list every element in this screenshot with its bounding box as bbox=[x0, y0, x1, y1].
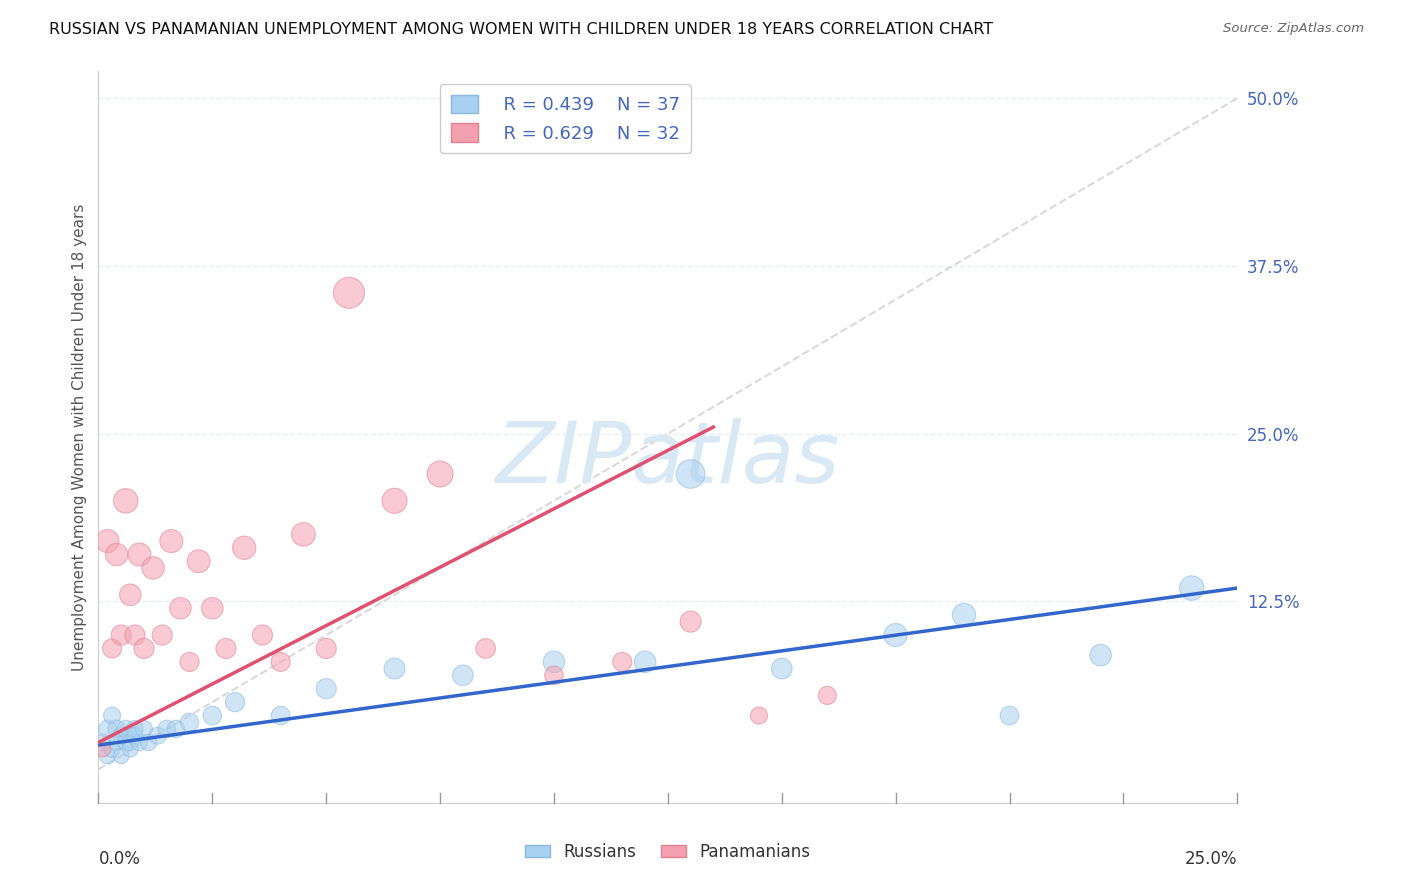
Point bbox=[101, 708, 124, 723]
Point bbox=[101, 641, 124, 656]
Point bbox=[156, 722, 179, 736]
Point bbox=[114, 722, 136, 736]
Point bbox=[105, 548, 128, 562]
Point bbox=[160, 534, 183, 549]
Point bbox=[679, 467, 702, 481]
Text: ZIPatlas: ZIPatlas bbox=[496, 417, 839, 500]
Point bbox=[128, 548, 150, 562]
Legend: Russians, Panamanians: Russians, Panamanians bbox=[519, 837, 817, 868]
Point bbox=[120, 588, 142, 602]
Point bbox=[201, 601, 224, 615]
Point bbox=[110, 748, 132, 763]
Point bbox=[292, 527, 315, 541]
Point bbox=[384, 662, 406, 676]
Point bbox=[124, 729, 146, 743]
Point bbox=[451, 668, 474, 682]
Point bbox=[120, 742, 142, 756]
Point bbox=[146, 729, 169, 743]
Point bbox=[124, 722, 146, 736]
Point bbox=[233, 541, 256, 555]
Point bbox=[543, 668, 565, 682]
Text: 25.0%: 25.0% bbox=[1185, 850, 1237, 868]
Point bbox=[953, 607, 976, 622]
Point bbox=[884, 628, 907, 642]
Point bbox=[252, 628, 274, 642]
Point bbox=[429, 467, 451, 481]
Point bbox=[384, 493, 406, 508]
Point bbox=[120, 735, 142, 749]
Point bbox=[179, 655, 201, 669]
Text: 0.0%: 0.0% bbox=[98, 850, 141, 868]
Point bbox=[187, 554, 209, 568]
Point bbox=[679, 615, 702, 629]
Point bbox=[315, 681, 337, 696]
Point bbox=[124, 628, 146, 642]
Point bbox=[215, 641, 238, 656]
Point bbox=[114, 493, 136, 508]
Point bbox=[110, 628, 132, 642]
Point bbox=[96, 534, 118, 549]
Point bbox=[132, 641, 155, 656]
Text: RUSSIAN VS PANAMANIAN UNEMPLOYMENT AMONG WOMEN WITH CHILDREN UNDER 18 YEARS CORR: RUSSIAN VS PANAMANIAN UNEMPLOYMENT AMONG… bbox=[49, 22, 993, 37]
Point bbox=[110, 729, 132, 743]
Point bbox=[179, 715, 201, 730]
Point bbox=[91, 735, 114, 749]
Point bbox=[96, 722, 118, 736]
Point bbox=[543, 655, 565, 669]
Point bbox=[128, 735, 150, 749]
Point bbox=[337, 285, 360, 300]
Point bbox=[101, 742, 124, 756]
Point bbox=[114, 735, 136, 749]
Point bbox=[612, 655, 634, 669]
Point bbox=[150, 628, 173, 642]
Point bbox=[132, 722, 155, 736]
Y-axis label: Unemployment Among Women with Children Under 18 years: Unemployment Among Women with Children U… bbox=[72, 203, 87, 671]
Point bbox=[315, 641, 337, 656]
Point bbox=[270, 708, 292, 723]
Point bbox=[748, 708, 770, 723]
Point bbox=[201, 708, 224, 723]
Point bbox=[1090, 648, 1112, 662]
Point bbox=[105, 722, 128, 736]
Point bbox=[165, 722, 187, 736]
Point bbox=[770, 662, 793, 676]
Point bbox=[1181, 581, 1204, 595]
Point bbox=[91, 742, 114, 756]
Point bbox=[815, 689, 838, 703]
Point bbox=[998, 708, 1021, 723]
Text: Source: ZipAtlas.com: Source: ZipAtlas.com bbox=[1223, 22, 1364, 36]
Point bbox=[474, 641, 496, 656]
Point bbox=[105, 735, 128, 749]
Point bbox=[96, 748, 118, 763]
Point bbox=[169, 601, 191, 615]
Point bbox=[270, 655, 292, 669]
Point bbox=[142, 561, 165, 575]
Point bbox=[138, 735, 160, 749]
Point bbox=[224, 695, 246, 709]
Point bbox=[634, 655, 657, 669]
